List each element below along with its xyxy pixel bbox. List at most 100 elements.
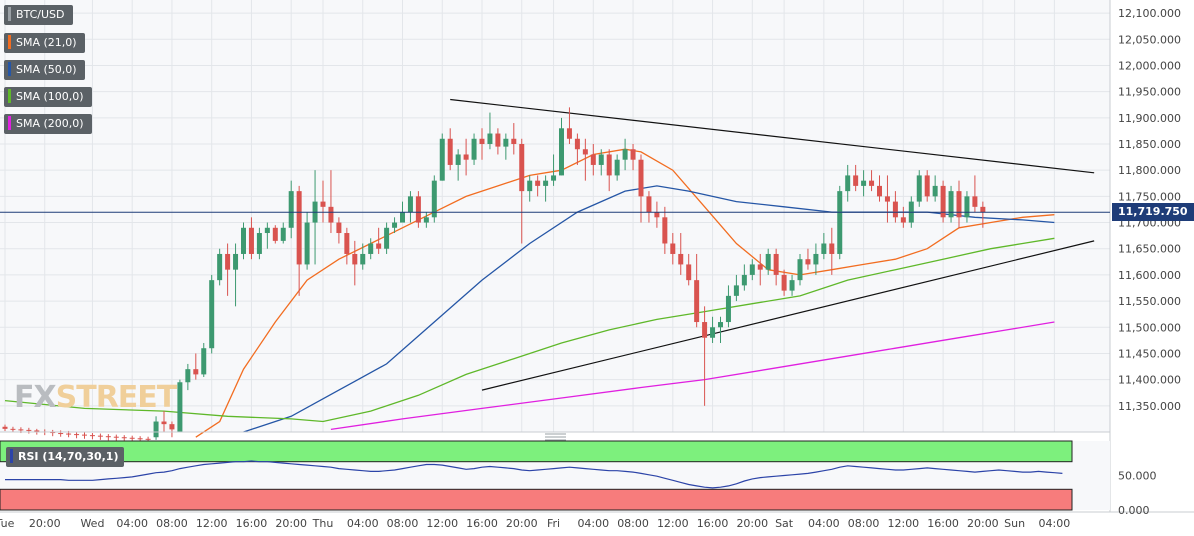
y-tick-label: 11,800.000 bbox=[1118, 164, 1181, 177]
candle-up bbox=[718, 322, 723, 328]
candle-up bbox=[749, 264, 755, 275]
candle-up bbox=[392, 222, 398, 228]
x-tick-label: 20:00 bbox=[275, 517, 307, 530]
candle-up bbox=[455, 154, 461, 165]
candle-down bbox=[479, 138, 485, 144]
candle-down bbox=[757, 264, 763, 270]
candle-down bbox=[686, 264, 692, 281]
rsi-overbought-zone bbox=[0, 440, 1073, 463]
candle-down bbox=[66, 433, 72, 435]
legend-sma-50-label: SMA (50,0) bbox=[16, 63, 77, 76]
candle-up bbox=[264, 227, 270, 234]
rsi-tick-label: 50.000 bbox=[1118, 470, 1157, 483]
candle-down bbox=[606, 154, 612, 176]
watermark-street: STREET bbox=[55, 380, 178, 415]
candle-down bbox=[74, 434, 80, 436]
rsi-line bbox=[5, 460, 1063, 489]
grid bbox=[0, 0, 1110, 510]
candle-down bbox=[193, 369, 199, 375]
candle-down bbox=[352, 253, 358, 265]
x-tick-label: Fri bbox=[547, 517, 560, 530]
legend-sma-50[interactable]: SMA (50,0) bbox=[4, 60, 85, 80]
x-tick-label: 08:00 bbox=[617, 517, 649, 530]
candle-up bbox=[201, 348, 207, 375]
watermark-fx: FX bbox=[14, 380, 57, 415]
candle-down bbox=[272, 227, 278, 241]
candle-down bbox=[169, 424, 175, 430]
x-tick-label: 04:00 bbox=[577, 517, 609, 530]
candle-down bbox=[320, 201, 326, 207]
candle-down bbox=[328, 206, 334, 223]
legend-symbol[interactable]: BTC/USD bbox=[4, 5, 73, 25]
candle-down bbox=[972, 196, 978, 207]
rsi-panel bbox=[0, 440, 1110, 511]
rsi-legend[interactable]: RSI (14,70,30,1) bbox=[6, 447, 125, 467]
candles bbox=[2, 107, 986, 443]
candle-up bbox=[821, 243, 827, 254]
y-tick-label: 11,600.000 bbox=[1118, 269, 1181, 282]
x-tick-label: 16:00 bbox=[236, 517, 268, 530]
plot-background bbox=[0, 0, 1110, 432]
x-tick-label: 08:00 bbox=[848, 517, 880, 530]
y-tick-label: 11,550.000 bbox=[1118, 295, 1181, 308]
x-tick-label: Wed bbox=[80, 517, 104, 530]
x-tick-label: 20:00 bbox=[29, 517, 61, 530]
candle-down bbox=[58, 433, 64, 435]
candle-down bbox=[574, 138, 580, 150]
last-price-tag: 11,719.750 bbox=[1112, 203, 1194, 222]
candle-down bbox=[463, 154, 469, 160]
candle-down bbox=[877, 185, 882, 197]
candle-down bbox=[10, 428, 16, 430]
rsi-tick-label: 0.000 bbox=[1118, 504, 1150, 517]
candle-up bbox=[710, 327, 716, 338]
x-tick-label: 08:00 bbox=[156, 517, 188, 530]
candle-down bbox=[519, 144, 525, 192]
x-tick-label: 16:00 bbox=[927, 517, 959, 530]
y-tick-label: 11,650.000 bbox=[1118, 243, 1181, 256]
candle-up bbox=[789, 280, 795, 291]
candle-down bbox=[590, 154, 596, 165]
y-tick-label: 12,100.000 bbox=[1118, 7, 1181, 20]
candle-down bbox=[336, 222, 342, 234]
candle-up bbox=[932, 185, 938, 197]
candle-up bbox=[153, 421, 159, 438]
candle-down bbox=[121, 437, 127, 439]
candle-down bbox=[2, 426, 8, 429]
x-tick-label: 04:00 bbox=[116, 517, 148, 530]
candle-down bbox=[225, 253, 231, 270]
candle-up bbox=[948, 191, 954, 218]
x-tick-label: 08:00 bbox=[387, 517, 419, 530]
candle-up bbox=[733, 285, 739, 296]
candle-up bbox=[598, 154, 604, 165]
legend-swatch bbox=[8, 35, 11, 49]
candle-down bbox=[113, 436, 119, 438]
x-tick-label: Thu bbox=[312, 517, 334, 530]
candle-down bbox=[50, 432, 56, 434]
candle-down bbox=[781, 274, 787, 291]
legend-sma-100[interactable]: SMA (100,0) bbox=[4, 87, 92, 107]
candle-down bbox=[853, 175, 859, 186]
candle-up bbox=[256, 233, 262, 254]
trendline-lower bbox=[481, 240, 1095, 391]
candle-down bbox=[161, 421, 167, 425]
y-tick-label: 11,900.000 bbox=[1118, 112, 1181, 125]
candle-down bbox=[344, 233, 350, 254]
candle-up bbox=[304, 222, 310, 265]
legend-sma-200[interactable]: SMA (200,0) bbox=[4, 114, 92, 134]
candle-down bbox=[145, 438, 151, 440]
candle-up bbox=[551, 175, 557, 181]
candle-down bbox=[678, 253, 684, 265]
candle-down bbox=[582, 149, 588, 155]
candle-down bbox=[638, 159, 644, 197]
candle-down bbox=[447, 138, 453, 165]
candle-up bbox=[916, 175, 922, 202]
x-tick-label: 12:00 bbox=[426, 517, 458, 530]
legend-sma-100-label: SMA (100,0) bbox=[16, 90, 84, 103]
candle-up bbox=[487, 133, 493, 144]
y-tick-label: 11,750.000 bbox=[1118, 190, 1181, 203]
candle-down bbox=[248, 227, 254, 254]
legend-sma-21[interactable]: SMA (21,0) bbox=[4, 33, 85, 53]
candle-down bbox=[105, 436, 111, 438]
legend-sma-21-label: SMA (21,0) bbox=[16, 36, 77, 49]
